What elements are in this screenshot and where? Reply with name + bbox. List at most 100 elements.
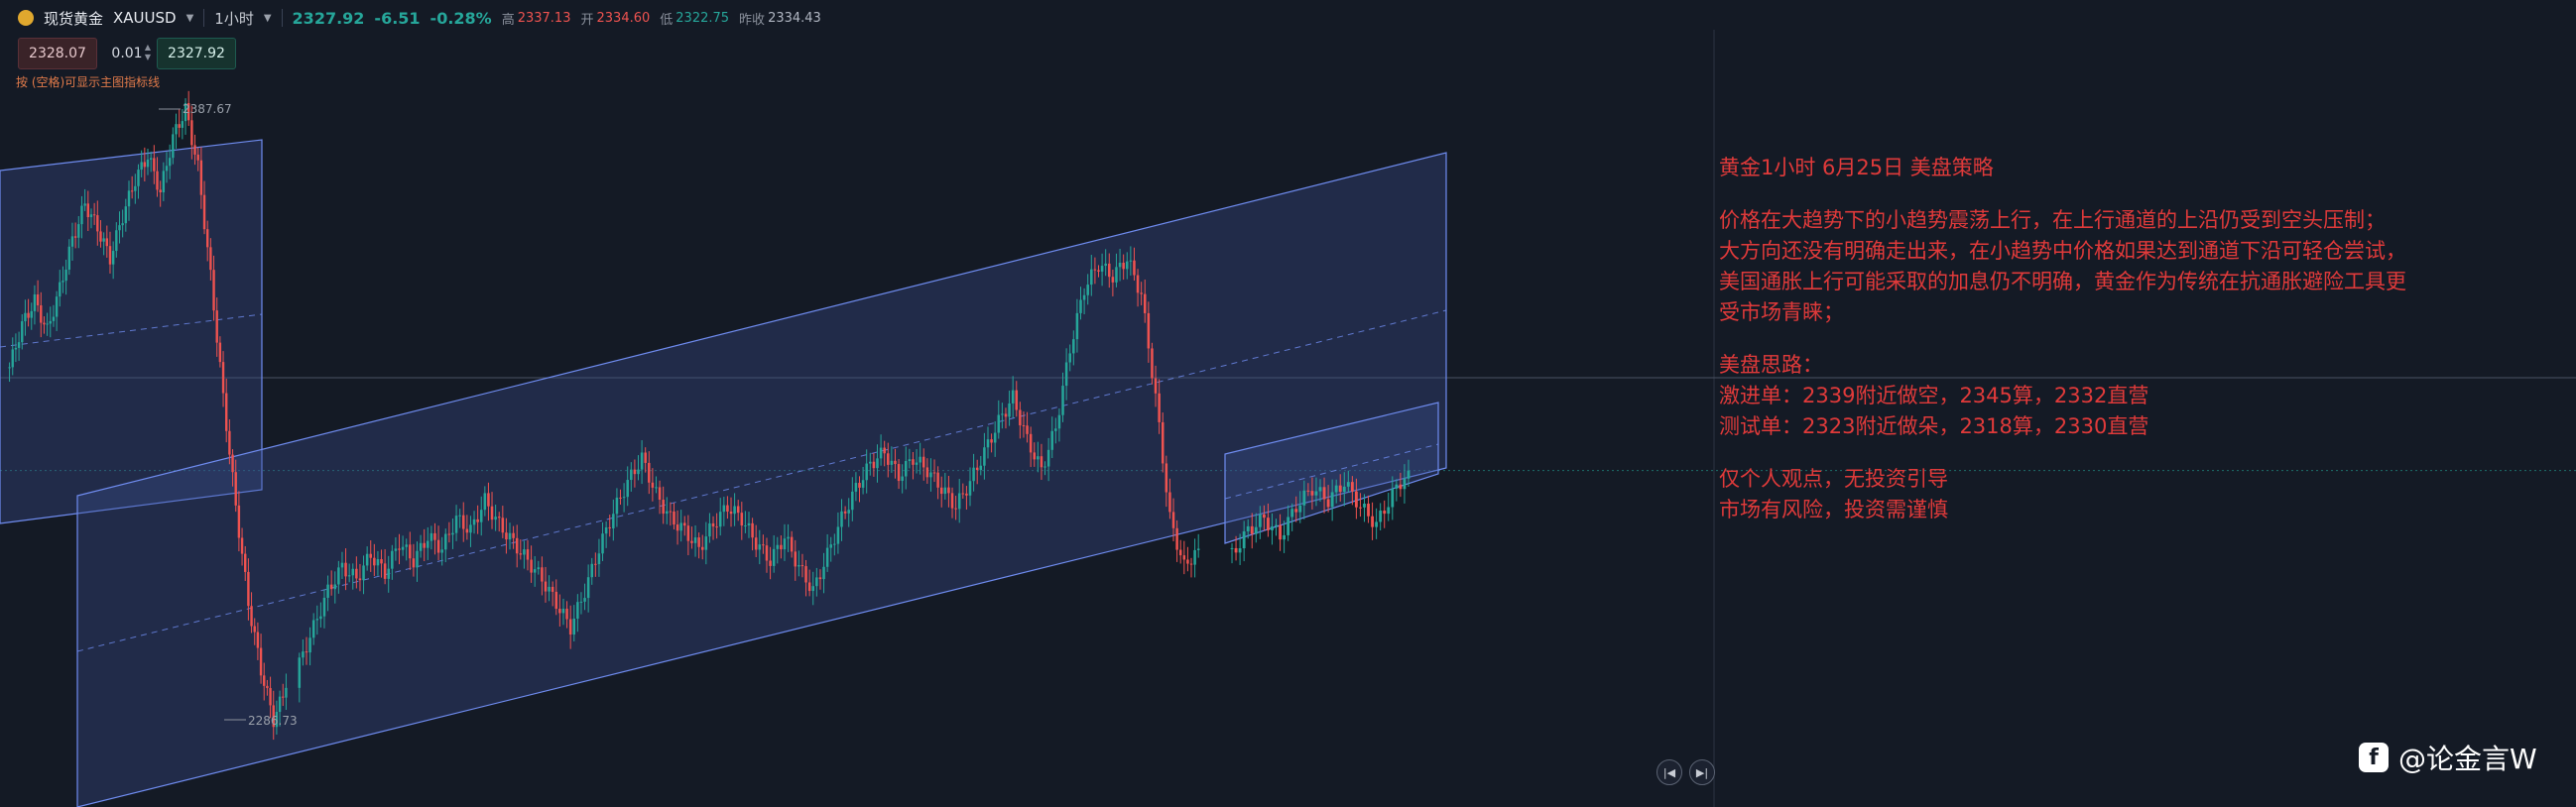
candle-body — [515, 537, 519, 554]
note-line: 美国通胀上行可能采取的加息仍不明确，黄金作为传统在抗通胀避险工具更 — [1719, 270, 2406, 293]
candle-body — [754, 537, 758, 550]
candle-body — [583, 598, 586, 602]
candle-body — [1026, 425, 1029, 434]
candle-body — [890, 460, 894, 465]
buy-price-button[interactable]: 2327.92 — [157, 38, 236, 69]
scroll-to-end-icon[interactable]: ▶| — [1689, 759, 1715, 785]
candle-body — [1186, 559, 1189, 564]
candle-body — [736, 506, 740, 514]
candle-body — [682, 522, 686, 526]
candle-body — [983, 447, 986, 466]
candle-body — [1147, 312, 1151, 349]
candle-body — [244, 553, 247, 572]
candle-body — [1068, 353, 1071, 363]
candle-body — [929, 472, 932, 478]
stepper-arrows-icon[interactable]: ▲ ▼ — [144, 43, 151, 61]
strategy-note: 黄金1小时 6月25日 美盘策略 价格在大趋势下的小趋势震荡上行，在上行通道的上… — [1719, 153, 2433, 525]
candle-body — [1371, 516, 1374, 527]
candle-body — [1250, 525, 1254, 534]
candle-body — [202, 194, 206, 230]
candle-body — [337, 567, 340, 585]
candle-body — [729, 511, 733, 515]
candle-body — [383, 563, 387, 579]
quantity-stepper[interactable]: 0.01 ▲ ▼ — [103, 39, 151, 68]
candle-body — [876, 458, 879, 469]
candle-body — [329, 584, 333, 590]
candle-body — [744, 525, 747, 527]
candle-body — [586, 577, 590, 599]
candle-body — [1054, 428, 1057, 431]
last-price: 2327.92 — [292, 8, 365, 28]
candle-body — [8, 367, 11, 369]
candle-body — [1057, 414, 1061, 429]
candle-body — [1158, 393, 1161, 422]
candle-body — [733, 506, 736, 515]
candle-body — [394, 548, 398, 551]
candle-body — [1097, 270, 1100, 272]
candle-body — [883, 447, 886, 454]
symbol-name[interactable]: 现货黄金 — [44, 9, 104, 28]
candle-body — [690, 540, 693, 543]
candle-body — [747, 522, 751, 526]
candle-body — [64, 269, 67, 282]
candle-body — [1403, 478, 1407, 490]
symbol-code[interactable]: XAUUSD — [113, 9, 177, 27]
timeframe-dropdown-icon[interactable]: ▼ — [263, 12, 272, 24]
candle-body — [1168, 492, 1171, 513]
symbol-dropdown-icon[interactable]: ▼ — [185, 12, 194, 24]
candle-body — [1015, 390, 1019, 410]
high-value: 2337.13 — [517, 10, 571, 26]
candle-body — [83, 203, 86, 206]
candle-body — [156, 171, 159, 190]
candle-body — [108, 246, 112, 265]
candle-body — [358, 578, 362, 581]
candle-body — [1375, 521, 1379, 527]
candle-body — [1011, 390, 1015, 404]
candle-body — [1182, 555, 1186, 560]
candle-body — [308, 637, 311, 653]
candle-body — [594, 563, 597, 565]
candle-body — [715, 526, 718, 528]
candle-body — [490, 506, 494, 520]
small-channel-midline — [1224, 443, 1439, 500]
candle-body — [776, 544, 780, 549]
candle-body — [1283, 534, 1287, 540]
candle-body — [972, 467, 975, 482]
candle-body — [454, 516, 458, 533]
candle-body — [932, 472, 936, 474]
candle-body — [822, 566, 825, 580]
candle-body — [908, 459, 912, 462]
candle-body — [561, 608, 565, 614]
candle-body — [99, 231, 102, 242]
candle-body — [234, 472, 237, 506]
candle-body — [269, 688, 272, 706]
candle-body — [572, 619, 576, 635]
candle-body — [558, 609, 561, 614]
candle-body — [1279, 524, 1282, 540]
candle-body — [61, 281, 64, 283]
candle-body — [565, 608, 568, 620]
candle-body — [130, 190, 134, 192]
candle-body — [1022, 425, 1026, 427]
scroll-to-start-icon[interactable]: |◀ — [1656, 759, 1682, 785]
candle-body — [508, 532, 512, 540]
candle-body — [73, 236, 77, 238]
candle-body — [1302, 490, 1306, 506]
candle-body — [912, 459, 915, 465]
candle-body — [1294, 509, 1298, 513]
open-label: 开 — [580, 12, 594, 28]
candle-body — [105, 238, 109, 247]
candle-body — [872, 461, 876, 469]
timeframe-select[interactable]: 1小时 — [214, 9, 254, 28]
candle-body — [655, 487, 658, 489]
candle-body — [1175, 527, 1178, 550]
candle-body — [266, 685, 269, 689]
price-change: -6.51 — [374, 8, 421, 28]
candle-body — [762, 544, 765, 546]
candle-body — [1330, 492, 1334, 508]
candle-body — [43, 322, 46, 325]
divider — [281, 9, 283, 27]
sell-price-button[interactable]: 2328.07 — [18, 38, 97, 69]
candle-body — [833, 543, 836, 545]
